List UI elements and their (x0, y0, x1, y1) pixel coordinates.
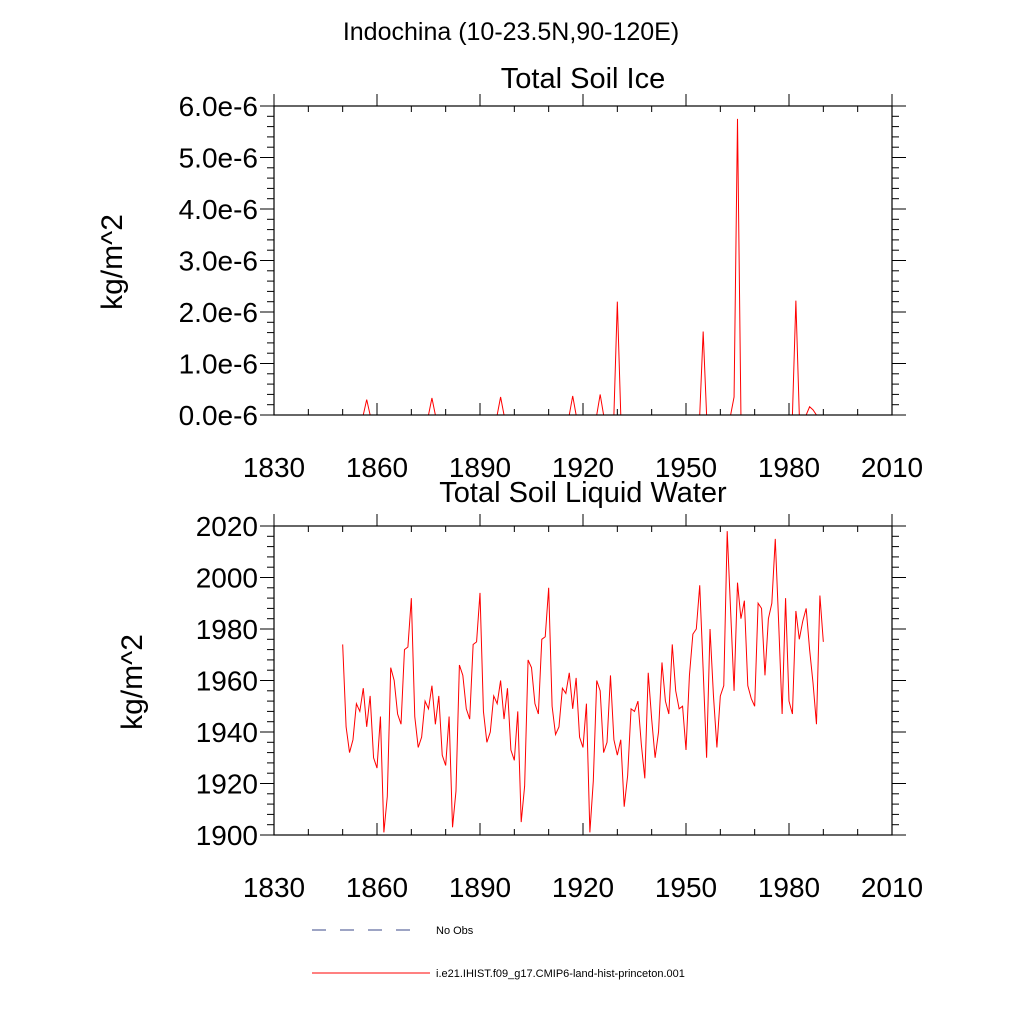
y-tick-label: 6.0e-6 (179, 91, 258, 122)
x-tick-label: 2010 (861, 452, 923, 483)
x-tick-label: 1980 (758, 452, 820, 483)
y-tick-label: 1960 (196, 666, 258, 697)
y-tick-label: 3.0e-6 (179, 246, 258, 277)
x-tick-label: 1920 (552, 872, 614, 903)
series-line (342, 531, 824, 833)
plot-frame (273, 105, 893, 416)
x-tick-label: 1980 (758, 872, 820, 903)
panel-title: Total Soil Ice (501, 63, 665, 95)
legend-label-model: i.e21.IHIST.f09_g17.CMIP6-land-hist-prin… (436, 968, 685, 980)
legend-label-no-obs: No Obs (436, 925, 474, 937)
y-tick-label: 4.0e-6 (179, 194, 258, 225)
plot-frame (273, 525, 893, 836)
y-tick-label: 1940 (196, 717, 258, 748)
x-tick-label: 1860 (346, 872, 408, 903)
x-tick-label: 1830 (243, 872, 305, 903)
x-tick-label: 1950 (655, 452, 717, 483)
x-tick-label: 1950 (655, 872, 717, 903)
y-tick-label: 1900 (196, 820, 258, 851)
y-tick-label: 1980 (196, 614, 258, 645)
y-tick-label: 5.0e-6 (179, 143, 258, 174)
x-tick-label: 1830 (243, 452, 305, 483)
y-tick-label: 2.0e-6 (179, 297, 258, 328)
x-tick-label: 1890 (449, 872, 511, 903)
y-tick-label: 2000 (196, 563, 258, 594)
y-tick-label: 1.0e-6 (179, 349, 258, 380)
x-tick-label: 2010 (861, 872, 923, 903)
y-axis-label: kg/m^2 (96, 214, 129, 310)
x-tick-label: 1890 (449, 452, 511, 483)
series-line (342, 118, 868, 416)
panel-total-soil-ice: Total Soil Ice kg/m^2 1830 1860 1890 1920 19… (96, 63, 923, 483)
panel-total-soil-liquid-water: Total Soil Liquid Water kg/m^2 1830 1860 1… (116, 477, 923, 903)
y-tick-label: 1920 (196, 769, 258, 800)
y-tick-label: 2020 (196, 511, 258, 542)
panel-title: Total Soil Liquid Water (439, 477, 727, 509)
x-tick-label: 1860 (346, 452, 408, 483)
y-tick-label: 0.0e-6 (179, 400, 258, 431)
y-axis-label: kg/m^2 (116, 634, 149, 730)
legend: No Obs i.e21.IHIST.f09_g17.CMIP6-land-hi… (312, 925, 685, 980)
figure-title: Indochina (10-23.5N,90-120E) (342, 18, 680, 46)
x-tick-label: 1920 (552, 452, 614, 483)
